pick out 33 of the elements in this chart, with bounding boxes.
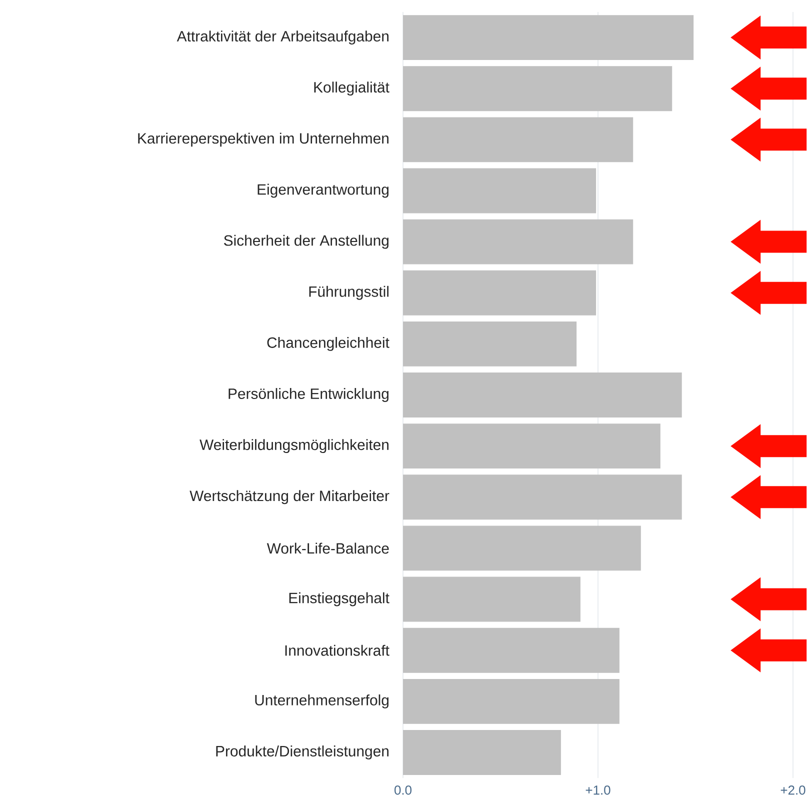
y-tick-label: Unternehmenserfolg [255, 694, 388, 708]
bar [403, 576, 580, 622]
y-tick-label: Weiterbildungsmöglichkeiten [200, 439, 388, 454]
bar [403, 321, 577, 366]
y-tick-label: Karriereperspektiven im Unternehmen [138, 132, 388, 147]
y-tick-label: Chancengleichheit [267, 336, 390, 351]
y-tick-label: Produkte/Dienstleistungen [216, 746, 388, 760]
y-tick-label: Wertschätzung der Mitarbeiter [190, 490, 390, 504]
bar [403, 270, 596, 316]
x-tick-label: 0.0 [394, 786, 412, 795]
bar [403, 168, 596, 214]
bar [403, 526, 641, 571]
y-tick-label: Persönliche Entwicklung [228, 388, 388, 402]
y-tick-label: Einstiegsgehalt [289, 592, 390, 606]
x-tick-label: +1.0 [586, 786, 610, 795]
bar [403, 15, 694, 60]
bar [403, 424, 660, 469]
bar [403, 628, 620, 673]
x-tick-label: +2.0 [780, 786, 806, 795]
y-tick-label: Work-Life-Balance [266, 542, 389, 554]
bar [403, 372, 682, 418]
bar [403, 219, 634, 264]
bar [403, 474, 682, 520]
y-tick-label: Führungsstil [309, 286, 388, 300]
y-tick-label: Eigenverantwortung [258, 184, 388, 198]
bar [403, 117, 634, 162]
bar [403, 730, 561, 775]
y-tick-label: Attraktivität der Arbeitsaufgaben [176, 30, 388, 44]
bar [403, 66, 672, 112]
y-tick-label: Innovationskraft [285, 644, 390, 656]
y-tick-label: Kollegialität [314, 82, 390, 96]
bar [403, 678, 620, 724]
y-tick-label: Sicherheit der Anstellung [224, 234, 388, 249]
